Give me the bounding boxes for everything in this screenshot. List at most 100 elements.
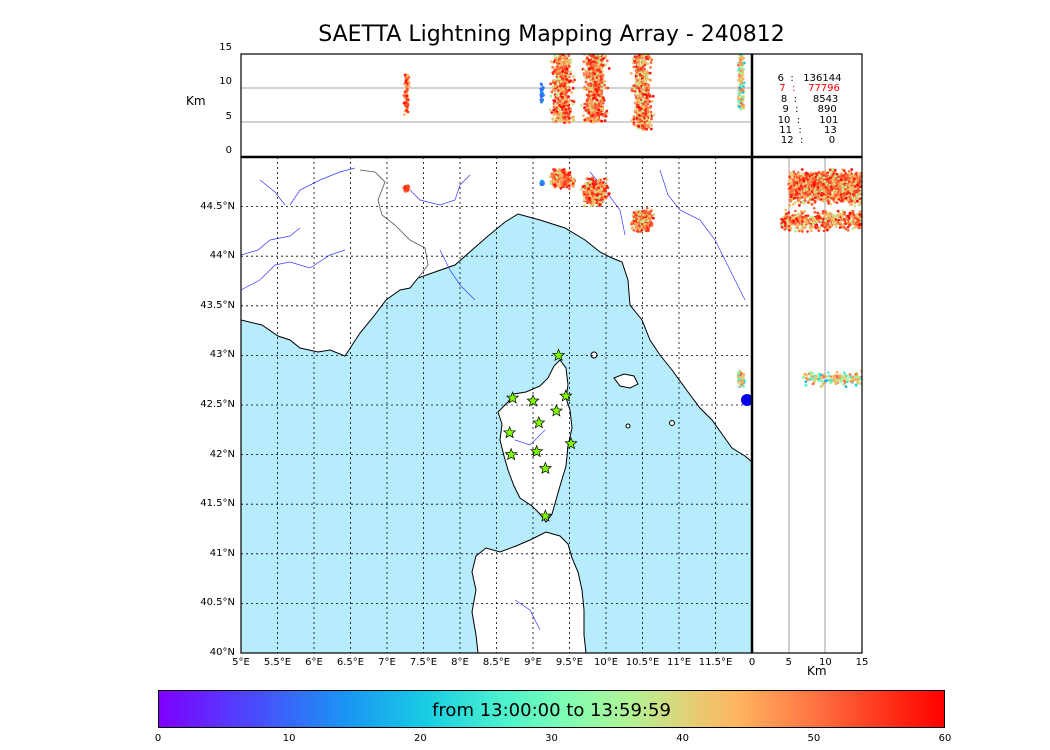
lightning-point <box>637 217 641 220</box>
altitude-point <box>648 57 652 61</box>
side-point <box>792 179 795 182</box>
side-point <box>838 184 842 188</box>
side-point <box>843 198 847 202</box>
side-point <box>847 179 851 183</box>
altitude-point <box>582 68 586 72</box>
side-point <box>849 186 852 189</box>
side-point <box>821 200 825 203</box>
altitude-point <box>569 69 572 73</box>
altitude-point <box>640 104 644 108</box>
side-point <box>794 201 797 204</box>
station-star-icon <box>502 425 517 439</box>
lightning-point <box>586 201 589 205</box>
altitude-point <box>586 102 589 106</box>
side-point <box>813 200 817 203</box>
lightning-point <box>603 195 607 199</box>
side-point <box>795 181 799 185</box>
lightning-point <box>582 198 586 202</box>
lightning-point <box>601 191 605 195</box>
lightning-point <box>558 168 562 172</box>
station-star-icon <box>559 389 573 402</box>
altitude-point <box>563 100 567 104</box>
side-point <box>839 178 843 182</box>
altitude-point <box>552 105 556 109</box>
lightning-point <box>539 181 543 185</box>
side-point <box>816 176 820 180</box>
lightning-point <box>651 216 655 220</box>
lightning-point <box>565 176 569 179</box>
altitude-point <box>595 90 599 94</box>
altitude-point <box>565 67 569 71</box>
side-point <box>790 197 794 201</box>
chart-title: SAETTA Lightning Mapping Array - 240812 <box>318 22 785 47</box>
lightning-point <box>553 168 557 172</box>
altitude-point <box>597 118 601 122</box>
blue-marker <box>741 394 752 406</box>
side-point <box>798 178 802 182</box>
lightning-point <box>595 201 599 205</box>
altitude-point <box>591 114 595 118</box>
side-point <box>856 195 860 198</box>
altitude-point <box>644 101 648 105</box>
altitude-point <box>636 93 639 97</box>
altitude-point <box>739 107 742 111</box>
side-point <box>813 196 817 200</box>
side-point <box>797 172 801 175</box>
side-point <box>816 197 820 201</box>
side-point <box>806 201 810 205</box>
altitude-point <box>571 86 575 90</box>
side-point <box>822 182 825 186</box>
altitude-point <box>648 100 651 103</box>
altitude-point <box>595 116 599 120</box>
corsica <box>497 359 573 523</box>
altitude-point <box>644 104 648 108</box>
lightning-point <box>650 224 654 228</box>
lightning-point <box>604 191 608 195</box>
side-point <box>853 199 856 203</box>
altitude-point <box>566 70 569 73</box>
altitude-point <box>585 56 589 60</box>
altitude-point <box>403 113 406 116</box>
lightning-point <box>566 180 569 184</box>
altitude-point <box>629 72 633 75</box>
lightning-point <box>638 212 641 216</box>
lightning-point <box>597 178 601 182</box>
altitude-point <box>600 66 603 70</box>
altitude-point <box>589 70 593 73</box>
side-point <box>815 172 818 176</box>
altitude-point <box>583 106 586 110</box>
side-point <box>818 174 822 178</box>
altitude-point <box>552 119 556 122</box>
altitude-point <box>648 94 651 97</box>
altitude-point <box>648 71 652 75</box>
side-point <box>844 185 848 189</box>
altitude-point <box>564 62 568 66</box>
altitude-point <box>632 84 636 87</box>
altitude-point <box>645 121 649 125</box>
lightning-point <box>558 174 562 178</box>
altitude-point <box>635 98 639 102</box>
altitude-point <box>593 63 597 66</box>
side-point <box>830 171 833 175</box>
altitude-point <box>561 82 565 86</box>
altitude-point <box>603 119 607 123</box>
altitude-point <box>592 60 596 63</box>
lightning-point <box>593 195 596 199</box>
altitude-point <box>549 82 552 86</box>
lightning-point <box>634 212 637 216</box>
lightning-point <box>572 179 576 183</box>
altitude-point <box>582 87 586 91</box>
altitude-point <box>406 97 409 101</box>
altitude-point <box>648 114 652 118</box>
altitude-point <box>636 58 639 62</box>
altitude-point <box>567 95 571 99</box>
side-point <box>849 178 853 182</box>
altitude-point <box>638 114 641 117</box>
side-point <box>809 181 813 185</box>
altitude-point <box>604 114 607 118</box>
altitude-point <box>590 66 594 70</box>
altitude-point <box>635 55 639 59</box>
altitude-point <box>554 97 558 100</box>
altitude-point <box>638 56 642 60</box>
altitude-point <box>737 105 741 109</box>
